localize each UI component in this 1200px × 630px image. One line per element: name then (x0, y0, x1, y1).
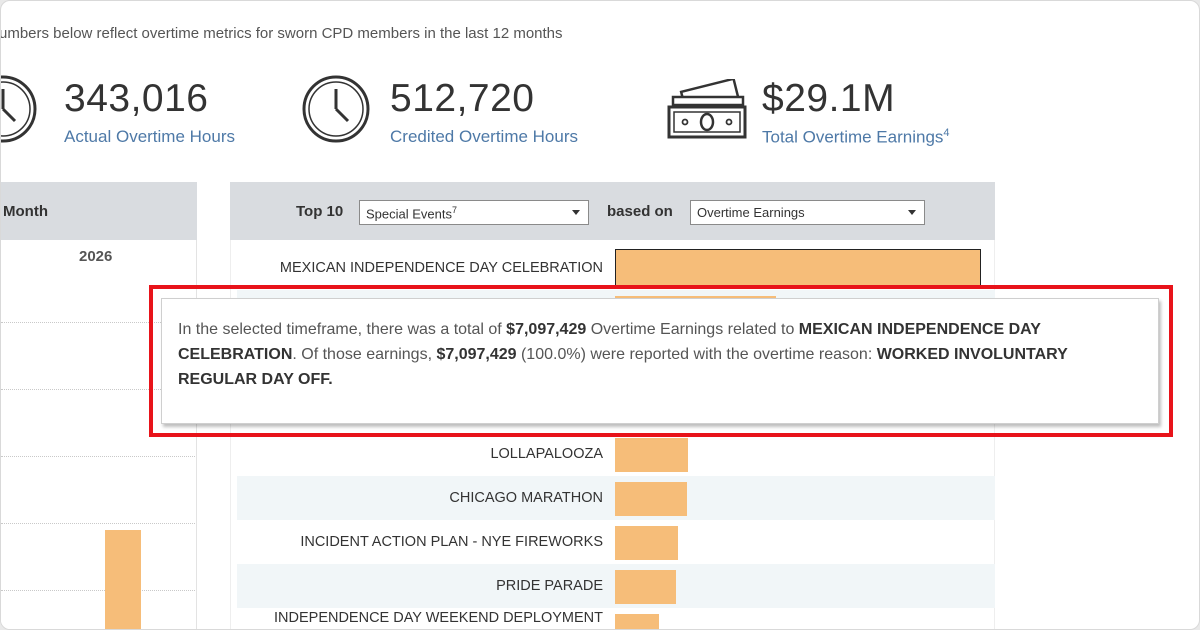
year-label: 2026 (79, 248, 113, 265)
clock-icon (1, 73, 45, 150)
tooltip-event-name: MEXICAN INDEPENDENCE DAY CELEBRATION (178, 321, 1041, 363)
bar[interactable] (615, 526, 678, 560)
row-label: CHICAGO MARATHON (449, 490, 603, 506)
tooltip-text-part: . Of those earnings, (292, 346, 437, 363)
bar[interactable] (615, 614, 659, 629)
table-row[interactable]: LOLLAPALOOZA (237, 432, 995, 476)
kpi-actual-hours-value: 343,016 (64, 77, 209, 120)
tooltip: In the selected timeframe, there was a t… (161, 298, 1159, 424)
kpi-total-earnings-label: Total Overtime Earnings4 (762, 127, 950, 148)
row-label: INCIDENT ACTION PLAN - NYE FIREWORKS (300, 534, 603, 550)
bar[interactable] (615, 438, 688, 472)
category-select[interactable]: Special Events7 (359, 200, 589, 225)
table-row[interactable]: CHICAGO MARATHON (237, 476, 995, 520)
bar[interactable] (615, 570, 676, 604)
kpi-credited-hours-value: 512,720 (390, 77, 535, 120)
gridline (1, 322, 195, 323)
table-row[interactable]: INCIDENT ACTION PLAN - NYE FIREWORKS (237, 520, 995, 564)
highlight-box (149, 285, 1173, 437)
category-select-value: Special Events (366, 206, 452, 222)
gridline (1, 389, 195, 390)
top10-header: Top 10 Special Events7 based on Overtime… (230, 182, 995, 240)
month-header-label: Month (3, 203, 48, 220)
tooltip-text-part: In the selected timeframe, there was a t… (178, 321, 507, 338)
tooltip-reason: WORKED INVOLUNTARY REGULAR DAY OFF. (178, 346, 1068, 388)
gridline (1, 590, 195, 591)
month-bar[interactable] (105, 530, 141, 629)
table-row[interactable]: INDEPENDENCE DAY WEEKEND DEPLOYMENT (237, 608, 995, 629)
tooltip-text-part: Overtime Earnings related to (586, 321, 799, 338)
kpi-credited-hours-label: Credited Overtime Hours (390, 127, 579, 146)
footnote-marker: 7 (452, 205, 458, 215)
kpi-total-earnings-text: Total Overtime Earnings (762, 127, 944, 147)
kpi-total-earnings-value: $29.1M (762, 77, 896, 120)
metric-select-value: Overtime Earnings (697, 205, 805, 220)
tooltip-total-amount: $7,097,429 (506, 321, 587, 338)
row-label: INDEPENDENCE DAY WEEKEND DEPLOYMENT (274, 610, 603, 626)
tooltip-text: In the selected timeframe, there was a t… (178, 317, 1138, 392)
row-label: PRIDE PARADE (496, 578, 603, 594)
chevron-down-icon (572, 210, 580, 215)
bar[interactable] (615, 482, 687, 516)
chevron-down-icon (908, 210, 916, 215)
row-label: MEXICAN INDEPENDENCE DAY CELEBRATION (279, 260, 603, 276)
top10-label: Top 10 (296, 203, 344, 220)
footnote-marker: 4 (943, 127, 950, 139)
table-row[interactable]: PRIDE PARADE (237, 564, 995, 608)
table-row[interactable]: MEXICAN INDEPENDENCE DAY CELEBRATION (237, 246, 995, 290)
tooltip-text-part: (100.0%) were reported with the overtime… (516, 346, 877, 363)
gridline (1, 523, 195, 524)
gridline (1, 456, 195, 457)
metric-select[interactable]: Overtime Earnings (690, 200, 925, 225)
tooltip-reason-amount: $7,097,429 (436, 346, 517, 363)
based-on-label: based on (607, 203, 673, 220)
bar[interactable] (615, 249, 981, 287)
month-panel-header: Month (1, 182, 197, 240)
intro-text: umbers below reflect overtime metrics fo… (0, 25, 563, 42)
row-label: LOLLAPALOOZA (490, 446, 603, 462)
kpi-actual-hours-label: Actual Overtime Hours (64, 127, 235, 146)
clock-icon (301, 73, 371, 150)
money-icon (665, 77, 749, 148)
